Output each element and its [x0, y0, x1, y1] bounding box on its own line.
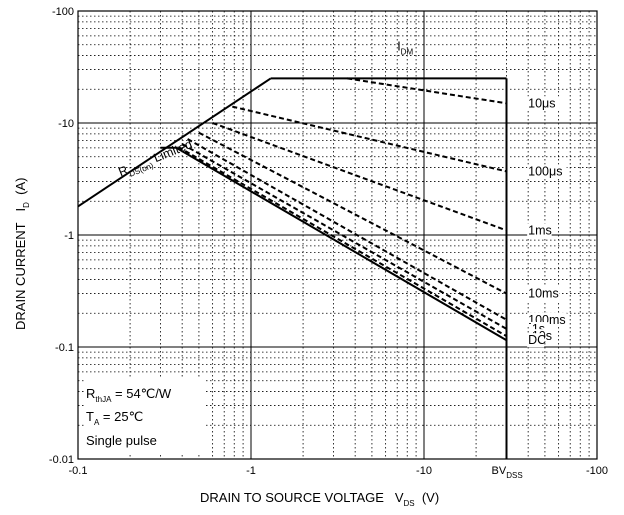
curve-100μs [232, 105, 507, 173]
plot-frame [77, 10, 598, 460]
note-single-pulse: Single pulse [86, 433, 157, 448]
curve-label-bg [527, 286, 560, 301]
x-tick-label: -1 [246, 465, 256, 477]
bvdss-label: BVDSS [492, 465, 523, 480]
y-tick-label: -100 [52, 6, 74, 18]
curve-labels: 10μs100μs1ms10ms100ms1s10sDC [527, 96, 567, 348]
x-tick-labels: -0.1 -1 -10 -100 [69, 465, 609, 477]
curve-100ms [187, 138, 507, 321]
idm-label: IDM [397, 39, 413, 56]
curve-10ms [198, 131, 507, 295]
curve-dc [160, 146, 508, 342]
curve-label-bg [527, 164, 567, 179]
y-tick-label: -10 [58, 118, 74, 130]
curve-label-dc: DC [528, 333, 546, 347]
curve-rds-on-limited [77, 77, 272, 208]
curve-10μs [347, 77, 507, 105]
x-axis-title: DRAIN TO SOURCE VOLTAGE VDS (V) [200, 490, 439, 508]
grid-major [78, 11, 597, 459]
x-tick-label: -100 [586, 465, 608, 477]
curve-label-1ms: 1ms [528, 223, 552, 237]
y-axis-title: DRAIN CURRENT ID (A) [13, 178, 31, 330]
curve-1s [181, 143, 507, 330]
curve-label-bg [527, 96, 560, 111]
y-tick-label: -0.01 [49, 454, 74, 466]
notes-background [84, 379, 206, 454]
y-tick-labels: -100 -10 -1 -0.1 -0.01 [49, 6, 74, 466]
curve-label-10μs: 10μs [528, 96, 555, 110]
y-tick-label: -0.1 [55, 342, 74, 354]
curve-10s [177, 146, 507, 337]
curve-1ms [212, 122, 507, 232]
curve-label-bg [527, 333, 545, 348]
curve-label-100μs: 100μs [528, 164, 562, 178]
y-tick-label: -1 [64, 230, 74, 242]
x-tick-label: -0.1 [69, 465, 88, 477]
curve-label-bg [527, 223, 552, 238]
curves [77, 77, 508, 459]
x-tick-label: -10 [416, 465, 432, 477]
note-thermal-resistance: RthJA = 54℃/W [86, 386, 172, 404]
note-ambient-temperature: TA = 25℃ [86, 409, 143, 427]
curve-label-10ms: 10ms [528, 287, 559, 301]
rds-on-limited-label: RDS(on) Limited [117, 137, 196, 182]
